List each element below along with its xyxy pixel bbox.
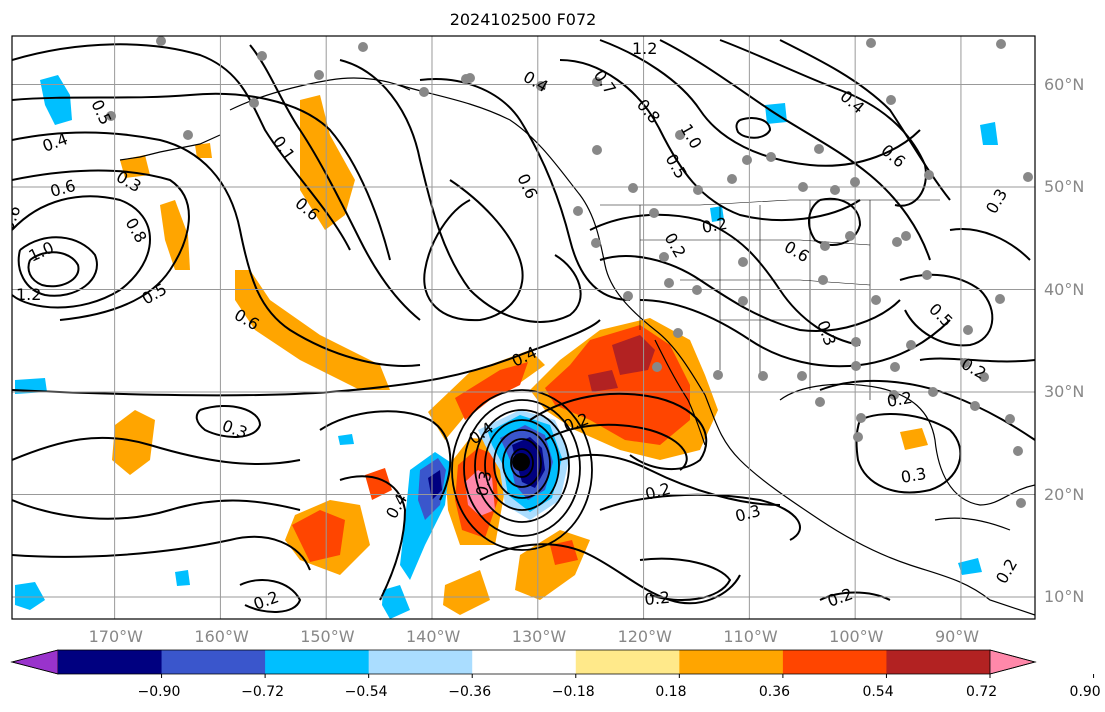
- colorbar-tick-label: −0.18: [552, 684, 595, 700]
- contour-label: 0.2: [644, 588, 671, 609]
- longitude-label: 90°W: [935, 627, 979, 646]
- longitude-label: 120°W: [618, 627, 672, 646]
- latitude-label: 20°N: [1044, 485, 1084, 504]
- latitude-label: 10°N: [1044, 587, 1084, 606]
- storm-center-marker: [512, 453, 530, 471]
- longitude-label: 130°W: [512, 627, 566, 646]
- longitude-label: 170°W: [89, 627, 143, 646]
- latitude-label: 40°N: [1044, 280, 1084, 299]
- contour-label: 1.2: [16, 285, 41, 304]
- colorbar-tick-label: 0.90: [1070, 684, 1101, 700]
- colorbar-tick-label: −0.54: [345, 684, 388, 700]
- colorbar-tick-label: 0.72: [966, 684, 997, 700]
- colorbar-segment: [886, 650, 990, 674]
- colorbar-segment: [783, 650, 887, 674]
- orange-shade: [195, 143, 212, 158]
- longitude-label: 140°W: [406, 627, 460, 646]
- longitude-label: 110°W: [723, 627, 777, 646]
- colorbar-segment: [679, 650, 783, 674]
- colorbar-tick-label: 0.36: [759, 684, 790, 700]
- longitude-label: 100°W: [829, 627, 883, 646]
- colorbar-tick-label: −0.90: [138, 684, 181, 700]
- colorbar-segment: [472, 650, 576, 674]
- colorbar-tick-label: −0.36: [448, 684, 491, 700]
- colorbar-segment: [369, 650, 473, 674]
- blue-shade: [980, 122, 998, 145]
- colorbar-tick-label: −0.72: [241, 684, 284, 700]
- colorbar-segment: [58, 650, 162, 674]
- longitude-label: 160°W: [194, 627, 248, 646]
- colorbar-tick-label: 0.18: [655, 684, 686, 700]
- colorbar: [12, 650, 1094, 678]
- colorbar-tick-label: 0.54: [862, 684, 893, 700]
- latitude-label: 50°N: [1044, 177, 1084, 196]
- latitude-label: 30°N: [1044, 382, 1084, 401]
- colorbar-segment: [265, 650, 369, 674]
- colorbar-extend-max: [990, 650, 1035, 674]
- colorbar-segment: [576, 650, 680, 674]
- colorbar-segment: [162, 650, 266, 674]
- longitude-label: 150°W: [300, 627, 354, 646]
- blue-shade: [175, 570, 190, 586]
- map-plot-area: 1.2 0.4 0.7 0.8 1.0 0.5 0.4 0.6 0.5 0.4 …: [0, 36, 1035, 619]
- latitude-label: 60°N: [1044, 75, 1084, 94]
- colorbar-extend-min: [12, 650, 58, 674]
- contour-label: 1.2: [632, 39, 657, 58]
